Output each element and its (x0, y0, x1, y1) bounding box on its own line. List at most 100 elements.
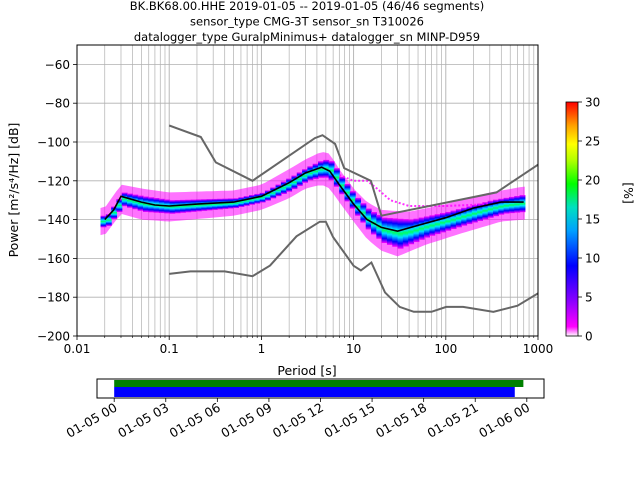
colorbar (566, 102, 578, 336)
y-axis-label: Power [m²/s⁴/Hz] [dB] (6, 123, 21, 258)
heatmap-column (132, 194, 139, 210)
colorbar-tick-label: 25 (585, 135, 600, 149)
heatmap-column (424, 216, 430, 238)
heatmap-column (503, 197, 510, 214)
heatmap-column (211, 198, 218, 210)
heatmap-column (328, 161, 335, 181)
heatmap-column (206, 199, 213, 211)
heatmap-column (243, 196, 250, 206)
heatmap-column (286, 178, 293, 192)
heatmap-column (413, 218, 420, 243)
heatmap-column (185, 199, 192, 213)
coverage-tick-label: 01-06 00 (476, 400, 532, 441)
heatmap-column (482, 202, 489, 220)
y-tick-label: −200 (37, 330, 70, 344)
colorbar-tick-label: 0 (585, 330, 593, 344)
heatmap-column (291, 175, 298, 190)
colorbar-tick-label: 30 (585, 96, 600, 110)
heatmap-column (450, 210, 457, 230)
heatmap-column (392, 218, 399, 247)
y-tick-label: −180 (37, 291, 70, 305)
heatmap-column (365, 208, 372, 230)
heatmap-column (429, 215, 436, 236)
heatmap-column (445, 211, 452, 231)
x-tick-label: 0.01 (64, 342, 91, 356)
heatmap-column (434, 214, 441, 235)
heatmap-column (222, 198, 229, 209)
heatmap-column (349, 191, 356, 209)
heatmap-column (142, 196, 149, 212)
heatmap-column (174, 200, 181, 214)
x-axis-label: Period [s] (277, 363, 336, 378)
heatmap-outlier-trace (338, 174, 490, 207)
heatmap-column (259, 192, 266, 203)
heatmap-column (190, 199, 197, 212)
heatmap-column (418, 217, 425, 240)
heatmap-column (180, 199, 186, 213)
coverage-blue-bar (114, 387, 515, 397)
coverage-tick-label: 01-05 03 (115, 400, 171, 441)
reference-curves (104, 124, 538, 313)
x-tick-label: 0.1 (160, 342, 179, 356)
heatmap-column (439, 213, 446, 233)
heatmap-column (302, 169, 308, 183)
coverage-tick-label: 01-05 00 (64, 400, 120, 441)
heatmap-column (519, 195, 526, 213)
heatmap-column (317, 161, 324, 178)
heatmap-column (333, 168, 340, 187)
coverage-tick-label: 01-05 06 (167, 400, 223, 441)
x-tick-label: 1 (258, 342, 266, 356)
heatmap-column (169, 200, 176, 214)
heatmap-column (105, 214, 112, 226)
heatmap-column (344, 183, 351, 202)
coverage-tick-label: 01-05 12 (270, 400, 326, 441)
heatmap-column (201, 199, 208, 211)
heatmap-column (471, 204, 478, 223)
heatmap-column (386, 218, 393, 245)
title-line-1: BK.BK68.00.HHE 2019-01-05 -- 2019-01-05 … (130, 0, 484, 13)
coverage-green-bar (114, 380, 524, 387)
heatmap-column (487, 200, 494, 218)
x-tick-label: 10 (346, 342, 361, 356)
coverage-tick-label: 01-05 21 (425, 400, 481, 441)
colorbar-tick-label: 10 (585, 252, 600, 266)
heatmap-column (493, 199, 499, 217)
heatmap-column (381, 217, 388, 243)
heatmap-column (238, 197, 245, 207)
x-tick-label: 100 (434, 342, 457, 356)
heatmap-column (217, 198, 224, 210)
heatmap-column (466, 206, 473, 225)
heatmap-column (227, 198, 234, 209)
heatmap-column (270, 187, 277, 199)
heatmap-column (254, 193, 261, 204)
heatmap-column (127, 193, 133, 208)
heatmap-column (455, 209, 462, 228)
y-tick-label: −140 (37, 213, 70, 227)
heatmap-column (498, 198, 505, 215)
grid-lines (76, 45, 539, 337)
heatmap-column (514, 196, 521, 213)
colorbar-label: [%] (621, 182, 636, 204)
coverage-tick-label: 01-05 18 (373, 400, 429, 441)
main-axes-frame (76, 44, 539, 337)
heatmap-column (508, 196, 515, 214)
heatmap-column (196, 199, 202, 212)
heatmap-column (360, 203, 367, 223)
colorbar-ticks: 0 5 10 15 20 25 30 (578, 96, 600, 344)
heatmap-column (312, 163, 319, 180)
heatmap-column (402, 219, 409, 247)
nlnm-curve (169, 220, 538, 313)
heatmap-column (137, 195, 144, 211)
x-tick-label: 1000 (523, 342, 554, 356)
heatmap-column (296, 172, 303, 186)
colorbar-tick-label: 5 (585, 291, 593, 305)
y-tick-label: −80 (45, 97, 70, 111)
colorbar-tick-label: 20 (585, 174, 600, 188)
heatmap-column (477, 203, 484, 221)
coverage-tick-label: 01-05 15 (321, 400, 377, 441)
y-tick-label: −60 (45, 58, 70, 72)
y-tick-label: −160 (37, 252, 70, 266)
coverage-tick-label: 01-05 09 (218, 400, 274, 441)
